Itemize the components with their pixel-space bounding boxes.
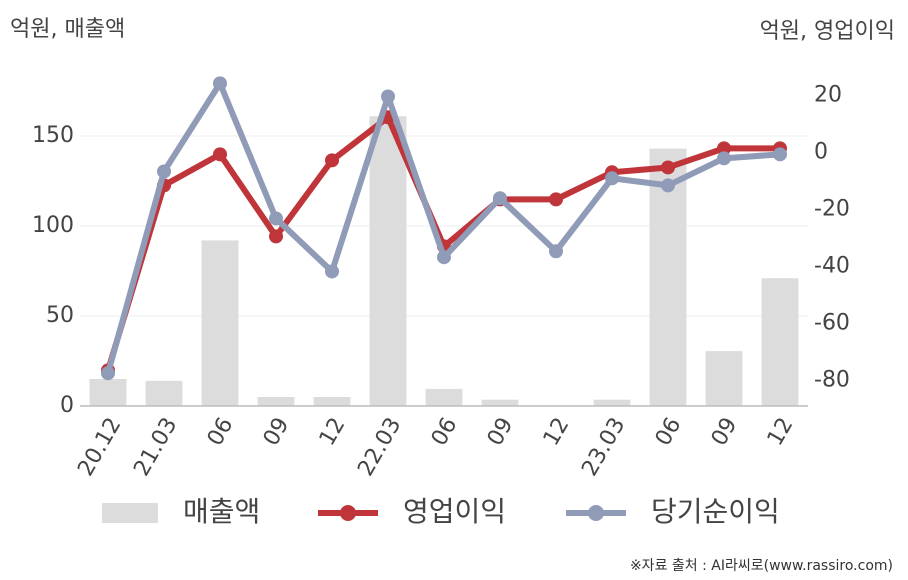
bar [761,278,799,406]
legend-marker [588,505,604,521]
bar [145,380,183,406]
y2-tick-label: -80 [814,367,850,392]
x-tick-label: 06 [651,414,687,451]
y2-tick-label: -60 [814,310,850,335]
point [213,147,227,162]
x-tick-label: 22.03 [353,414,406,481]
bar [705,351,743,406]
y-tick-label: 50 [46,303,74,328]
y2-tick-label: 0 [814,139,828,164]
bar [369,116,407,406]
x-tick-label: 09 [259,414,295,451]
y-tick-label: 0 [60,393,74,418]
x-tick-label: 06 [203,414,239,451]
x-tick-label: 09 [707,414,743,451]
point [157,164,171,179]
bar [425,388,463,406]
y-axis-title: 억원, 매출액 [10,17,125,42]
point [493,191,507,206]
x-tick-label: 23.03 [577,414,630,481]
point [213,76,227,91]
point [381,89,395,104]
point [717,141,731,156]
legend-label: 영업이익 [403,495,506,528]
point [101,366,115,381]
bar [201,240,239,406]
source: ※자료 출처 : AI라씨로(www.rassiro.com) [630,558,893,574]
legend-marker [340,505,356,521]
y2-tick-label: -20 [814,196,850,221]
legend-label: 당기순이익 [651,495,780,528]
point [549,244,563,259]
point [661,178,675,193]
x-tick-label: 09 [483,414,519,451]
bar [257,397,295,406]
point [661,160,675,175]
x-tick-label: 20.12 [73,414,126,481]
point [717,151,731,166]
x-tick-label: 12 [763,414,799,451]
y-tick-label: 150 [32,123,74,148]
bar [481,399,519,406]
x-tick-label: 06 [427,414,463,451]
bar [313,397,351,406]
point [773,147,787,162]
y2-axis-title: 억원, 영업이익 [760,19,895,44]
grid [80,135,808,407]
y-tick-label: 100 [32,213,74,238]
bar [593,399,631,406]
bars [89,116,799,406]
y2-tick-label: 20 [814,82,842,107]
x-tick-label: 12 [539,414,575,451]
point [549,192,563,207]
x-tick-label: 12 [315,414,351,451]
point [605,171,619,186]
legend-swatch [102,503,158,523]
lines [101,76,787,381]
point [325,264,339,279]
point [325,153,339,168]
point [269,211,283,226]
point [269,229,283,244]
point [437,250,451,265]
x-tick-label: 21.03 [129,414,182,481]
bar [89,379,127,406]
y2-tick-label: -40 [814,253,850,278]
legend-label: 매출액 [183,495,260,528]
